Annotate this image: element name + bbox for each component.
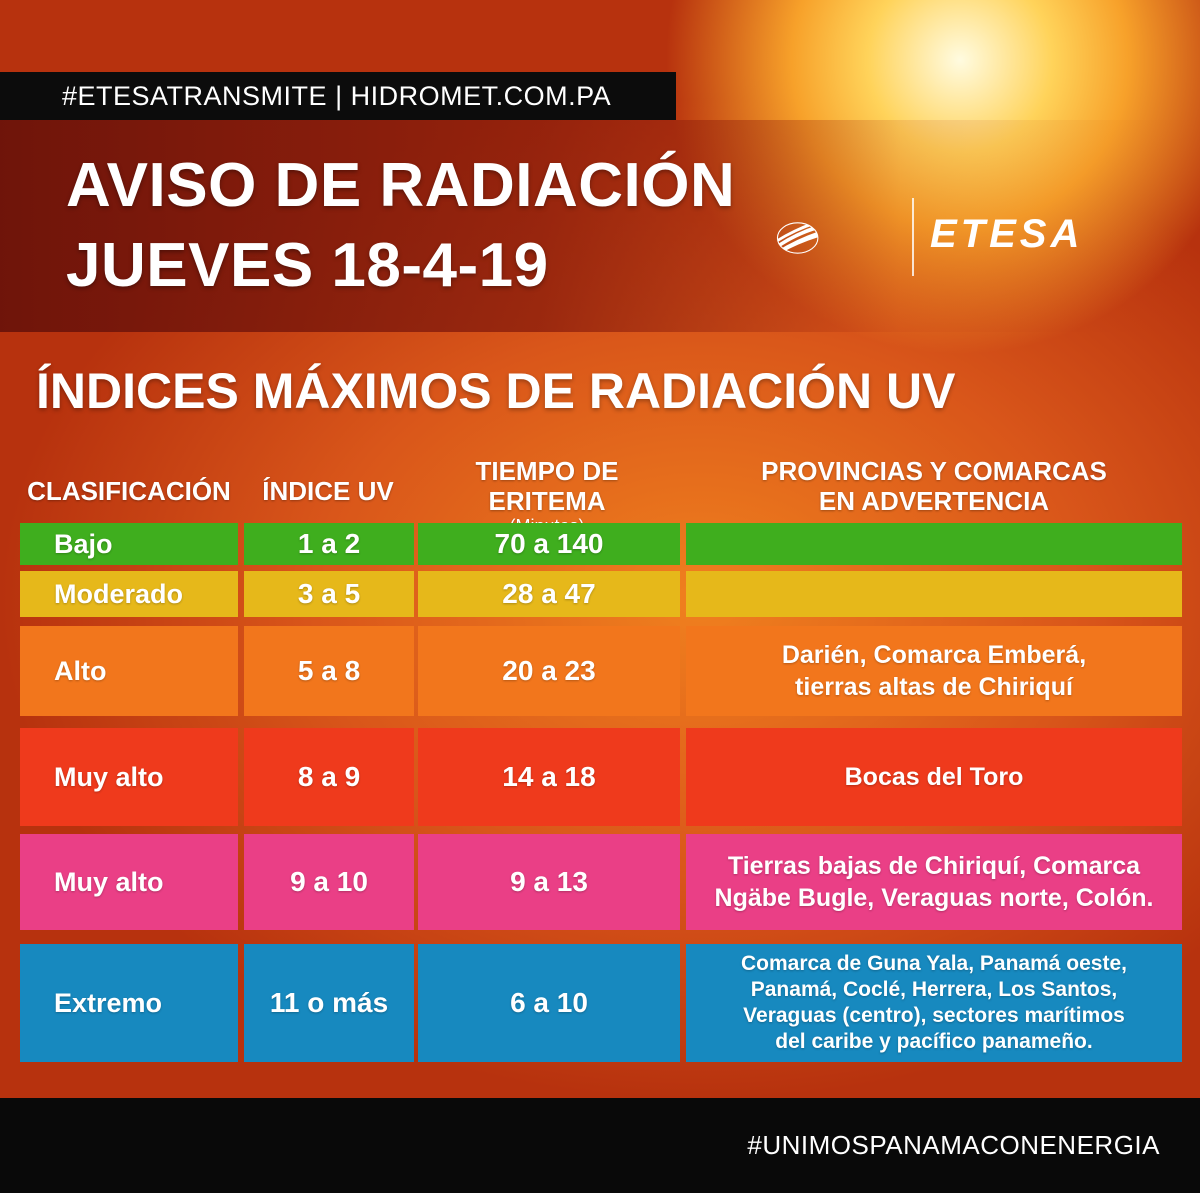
etesa-logo-icon bbox=[776, 222, 819, 254]
logo-divider bbox=[912, 198, 914, 276]
row-uv-index: 3 a 5 bbox=[244, 571, 414, 617]
col-header-provincias: PROVINCIAS Y COMARCAS EN ADVERTENCIA bbox=[684, 456, 1184, 516]
row-uv-index: 8 a 9 bbox=[244, 728, 414, 826]
row-classification: Extremo bbox=[20, 944, 238, 1062]
row-provinces: Bocas del Toro bbox=[686, 728, 1182, 826]
row-classification: Bajo bbox=[20, 523, 238, 565]
footer-hashtag: #UNIMOSPANAMACONENERGIA bbox=[747, 1130, 1160, 1160]
separator: | bbox=[335, 81, 343, 111]
row-uv-index: 1 a 2 bbox=[244, 523, 414, 565]
row-erythema-time: 28 a 47 bbox=[418, 571, 680, 617]
row-uv-index: 5 a 8 bbox=[244, 626, 414, 716]
row-provinces: Comarca de Guna Yala, Panamá oeste, Pana… bbox=[686, 944, 1182, 1062]
hashtag-bar: #ETESATRANSMITE | HIDROMET.COM.PA bbox=[0, 72, 676, 120]
row-erythema-time: 6 a 10 bbox=[418, 944, 680, 1062]
col-header-provincias-line2: EN ADVERTENCIA bbox=[818, 486, 1050, 516]
row-erythema-time: 14 a 18 bbox=[418, 728, 680, 826]
title-band bbox=[0, 120, 1200, 332]
row-classification: Muy alto bbox=[20, 728, 238, 826]
col-header-clasificacion: CLASIFICACIÓN bbox=[27, 476, 231, 506]
etesa-hashtag: #ETESATRANSMITE bbox=[62, 81, 328, 111]
website-link[interactable]: HIDROMET.COM.PA bbox=[350, 81, 612, 111]
col-header-provincias-line1: PROVINCIAS Y COMARCAS bbox=[761, 456, 1107, 486]
col-header-indice: ÍNDICE UV bbox=[262, 476, 394, 506]
row-uv-index: 11 o más bbox=[244, 944, 414, 1062]
row-provinces bbox=[686, 523, 1182, 565]
col-header-tiempo-label: TIEMPO DE ERITEMA bbox=[475, 456, 619, 516]
section-title: ÍNDICES MÁXIMOS DE RADIACIÓN UV bbox=[36, 363, 956, 419]
row-provinces bbox=[686, 571, 1182, 617]
row-erythema-time: 70 a 140 bbox=[418, 523, 680, 565]
col-header-tiempo: TIEMPO DE ERITEMA (Minutos) bbox=[416, 456, 678, 536]
page-date: JUEVES 18-4-19 bbox=[66, 231, 549, 300]
row-classification: Alto bbox=[20, 626, 238, 716]
row-uv-index: 9 a 10 bbox=[244, 834, 414, 930]
row-classification: Moderado bbox=[20, 571, 238, 617]
page-title: AVISO DE RADIACIÓN bbox=[66, 151, 736, 220]
etesa-logo-text: ETESA bbox=[930, 212, 1084, 256]
row-erythema-time: 20 a 23 bbox=[418, 626, 680, 716]
row-erythema-time: 9 a 13 bbox=[418, 834, 680, 930]
row-classification: Muy alto bbox=[20, 834, 238, 930]
footer-bar bbox=[0, 1098, 1200, 1193]
row-provinces: Tierras bajas de Chiriquí, Comarca Ngäbe… bbox=[686, 834, 1182, 930]
row-provinces: Darién, Comarca Emberá, tierras altas de… bbox=[686, 626, 1182, 716]
